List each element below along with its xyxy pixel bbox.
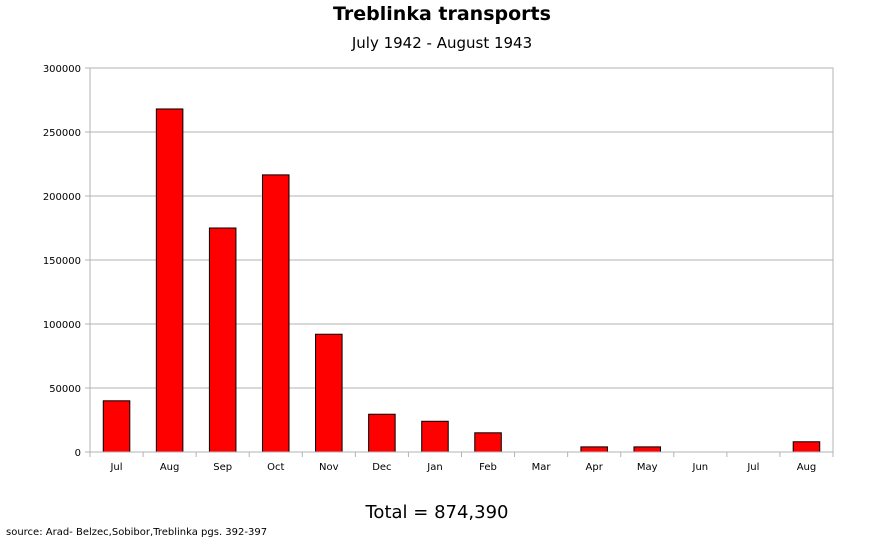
y-tick-label: 250000: [43, 128, 81, 139]
x-tick-label: Oct: [267, 462, 284, 473]
x-tick-label: Jan: [426, 462, 442, 473]
y-tick-label: 200000: [43, 192, 81, 203]
bar: [474, 432, 502, 453]
bar: [368, 413, 396, 453]
total-label: Total = 874,390: [365, 502, 509, 523]
x-tick-label: Aug: [797, 462, 817, 473]
bar: [792, 441, 821, 453]
x-tick-label: Sep: [213, 462, 232, 473]
bar: [208, 227, 237, 453]
bar: [580, 446, 608, 453]
y-tick-label: 0: [75, 448, 81, 459]
x-tick-label: Dec: [372, 462, 391, 473]
source-note: source: Arad- Belzec,Sobibor,Treblinka p…: [6, 527, 268, 538]
x-tick-label: Jul: [746, 462, 759, 473]
x-tick-label: Apr: [586, 462, 604, 473]
y-tick-label: 50000: [49, 384, 81, 395]
x-tick-label: Nov: [319, 462, 339, 473]
chart-title: Treblinka transports: [333, 3, 551, 25]
y-tick-label: 100000: [43, 320, 81, 331]
x-tick-label: Mar: [532, 462, 552, 473]
bar: [102, 400, 131, 453]
axes: [85, 67, 834, 457]
bars: [102, 108, 821, 453]
bar: [633, 446, 662, 453]
bar: [421, 420, 449, 453]
x-tick-labels: Jul Aug Sep Oct Nov Dec Jan Feb Mar Apr May Jun Jul A…: [109, 462, 816, 473]
x-tick-label: Jul: [109, 462, 122, 473]
y-tick-label: 300000: [43, 64, 81, 75]
y-tick-label: 150000: [43, 256, 81, 267]
x-tick-label: Jun: [692, 462, 709, 473]
chart-subtitle: July 1942 - August 1943: [351, 34, 533, 52]
bar: [155, 108, 184, 453]
x-tick-label: May: [637, 462, 658, 473]
gridlines: [90, 67, 833, 453]
x-tick-label: Aug: [160, 462, 180, 473]
bar: [261, 174, 290, 453]
bar: [315, 333, 343, 453]
y-tick-labels: 0 50000 100000 150000 200000 250000 300000: [43, 64, 81, 459]
x-tick-label: Feb: [479, 462, 497, 473]
